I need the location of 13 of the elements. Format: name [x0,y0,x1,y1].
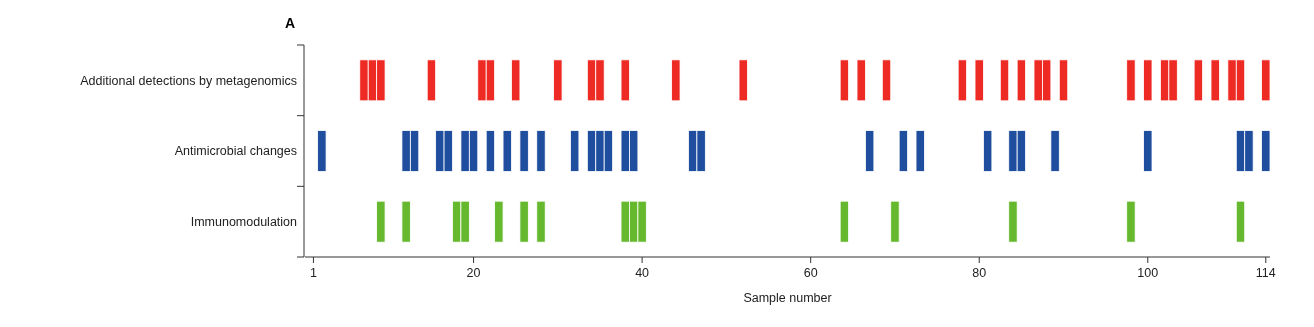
x-tick-label: 100 [1137,266,1159,280]
x-tick-label: 40 [635,266,650,280]
x-tick-label: 114 [1255,266,1276,280]
x-tick-label: 1 [309,266,317,280]
y-tick-label: Antimicrobial changes [174,144,297,159]
x-tick-label: 80 [972,266,987,280]
x-axis-title: Sample number [743,291,832,305]
x-tick-label: 60 [803,266,818,280]
chart-title: A [284,15,296,31]
x-tick-label: 20 [466,266,481,280]
y-tick-label: Immunomodulation [190,215,298,230]
y-tick-label: Additional detections by metagenomics [80,73,297,88]
bar [1261,59,1271,102]
